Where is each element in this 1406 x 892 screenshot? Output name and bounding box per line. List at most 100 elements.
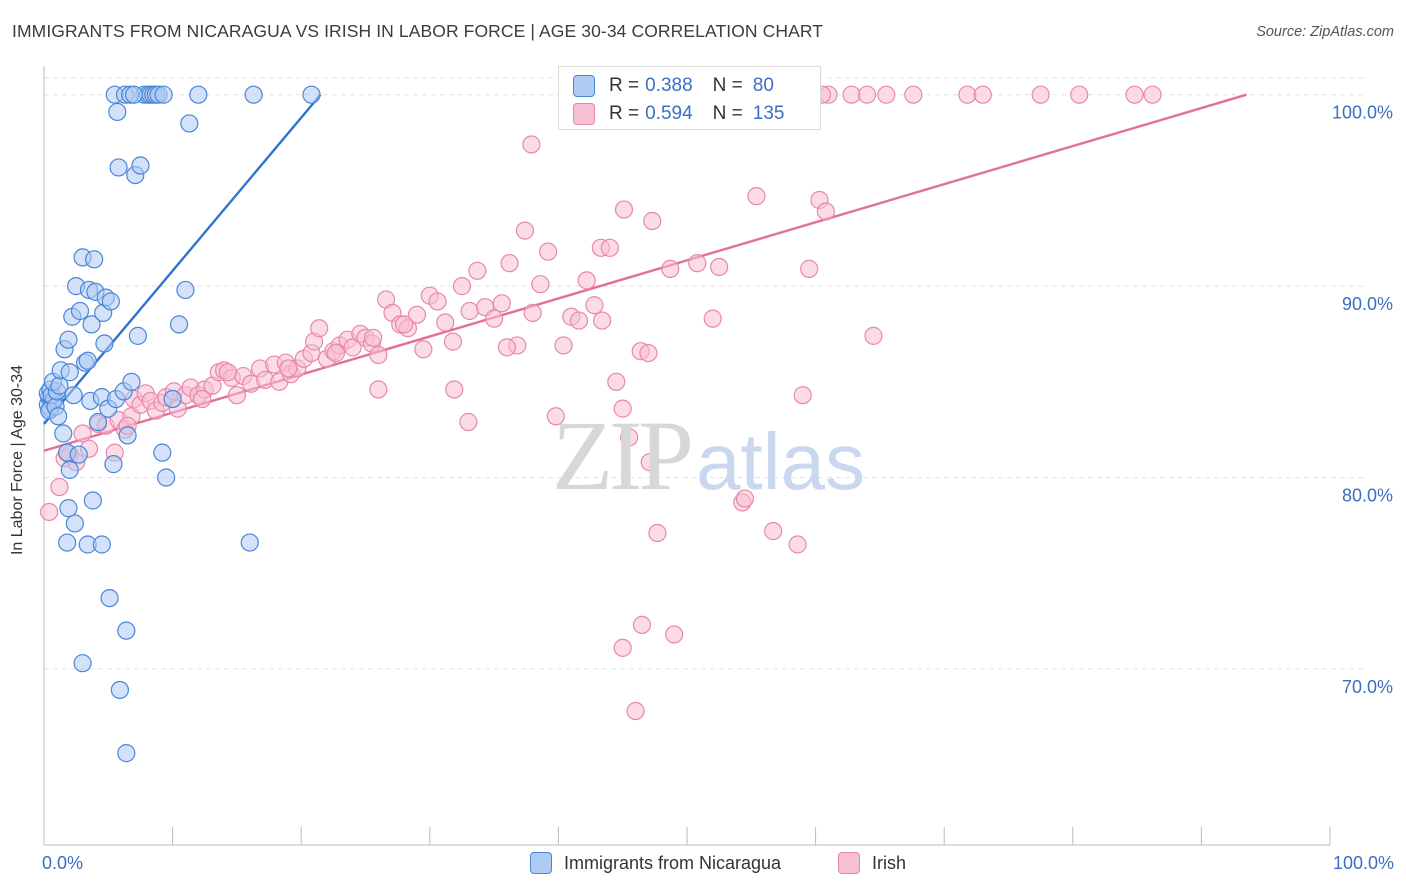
data-point-irish — [747, 187, 766, 206]
data-point-nicaragua — [117, 621, 136, 640]
legend-item-irish[interactable]: Irish — [838, 852, 906, 874]
data-point-irish — [958, 85, 977, 104]
data-point-nicaragua — [244, 85, 263, 104]
data-point-irish — [877, 85, 896, 104]
data-point-irish — [585, 296, 604, 315]
x-tick-max: 100.0% — [1332, 853, 1394, 873]
data-point-nicaragua — [302, 85, 321, 104]
data-point-irish — [531, 275, 550, 294]
data-point-nicaragua — [153, 443, 172, 462]
data-point-nicaragua — [124, 85, 144, 104]
data-point-nicaragua — [78, 351, 97, 370]
n-label: N = — [712, 75, 743, 96]
data-point-nicaragua — [122, 372, 141, 391]
chart-title: IMMIGRANTS FROM NICARAGUA VS IRISH IN LA… — [12, 21, 824, 41]
watermark-zip: ZIP — [552, 400, 694, 511]
data-point-irish — [394, 315, 414, 334]
legend-row-nicaragua: R = 0.388 N = 80 — [573, 74, 774, 98]
data-point-irish — [665, 625, 684, 644]
data-point-irish — [800, 259, 819, 278]
data-point-nicaragua — [54, 424, 73, 443]
data-point-irish — [554, 336, 573, 355]
data-point-irish — [343, 338, 362, 357]
data-point-irish — [497, 338, 517, 357]
data-point-nicaragua — [92, 535, 111, 554]
legend-label: Immigrants from Nicaragua — [564, 852, 782, 873]
data-point-irish — [973, 85, 992, 104]
data-point-nicaragua — [109, 158, 128, 177]
data-point-irish — [703, 309, 722, 328]
data-point-nicaragua — [49, 407, 68, 426]
data-point-irish — [577, 271, 596, 290]
data-point-irish — [1125, 85, 1144, 104]
r-value: 0.594 — [645, 103, 693, 124]
data-point-irish — [73, 424, 92, 443]
data-point-irish — [626, 701, 645, 721]
data-point-nicaragua — [189, 85, 208, 104]
data-point-irish — [539, 242, 558, 261]
data-point-irish — [500, 254, 519, 273]
data-point-nicaragua — [110, 680, 129, 700]
data-point-irish — [492, 294, 511, 313]
data-point-nicaragua — [59, 330, 78, 349]
data-point-irish — [1143, 85, 1162, 104]
data-point-irish — [460, 301, 479, 321]
y-tick-labels: 70.0% 80.0% 90.0% 100.0% — [1332, 103, 1393, 697]
data-point-nicaragua — [101, 292, 120, 311]
data-point-irish — [788, 535, 807, 554]
data-point-irish — [710, 257, 729, 277]
data-point-irish — [369, 345, 388, 365]
data-point-irish — [546, 407, 565, 426]
y-tick-label: 80.0% — [1342, 486, 1393, 506]
data-point-irish — [407, 305, 427, 324]
data-point-nicaragua — [69, 445, 88, 464]
series-legend: Immigrants from Nicaragua Irish — [0, 852, 1406, 878]
data-point-irish — [613, 638, 632, 657]
data-point-nicaragua — [169, 315, 189, 334]
data-point-irish — [40, 502, 59, 522]
data-point-irish — [607, 372, 626, 391]
data-point-irish — [600, 238, 619, 257]
data-point-nicaragua — [163, 389, 182, 409]
data-point-nicaragua — [154, 85, 173, 104]
data-point-irish — [793, 386, 812, 405]
watermark: ZIPatlas — [552, 398, 865, 513]
data-point-irish — [1070, 85, 1089, 104]
data-point-irish — [593, 311, 612, 330]
legend-row-irish: R = 0.594 N = 135 — [573, 102, 784, 126]
data-point-nicaragua — [73, 654, 92, 673]
data-point-irish — [50, 477, 69, 497]
data-point-irish — [632, 615, 652, 634]
data-point-irish — [735, 489, 754, 508]
legend-swatch-blue — [530, 852, 552, 874]
data-point-irish — [643, 211, 662, 231]
legend-item-nicaragua[interactable]: Immigrants from Nicaragua — [530, 852, 781, 874]
data-point-irish — [436, 313, 455, 332]
source-credit: Source: ZipAtlas.com — [1256, 24, 1394, 40]
data-point-irish — [661, 259, 680, 278]
data-point-irish — [857, 85, 877, 104]
data-point-nicaragua — [59, 499, 78, 518]
data-point-irish — [569, 311, 589, 330]
data-point-nicaragua — [104, 455, 123, 474]
data-point-irish — [485, 309, 504, 328]
data-point-irish — [310, 319, 329, 338]
data-point-nicaragua — [60, 460, 79, 479]
data-point-irish — [764, 522, 783, 541]
legend-swatch-blue — [573, 75, 595, 97]
data-point-irish — [326, 344, 346, 363]
nicaragua-points — [38, 85, 321, 763]
r-value: 0.388 — [645, 75, 693, 96]
n-value: 80 — [752, 75, 774, 96]
data-point-irish — [227, 386, 246, 405]
data-point-nicaragua — [180, 114, 199, 133]
data-point-irish — [364, 328, 383, 347]
data-point-irish — [816, 202, 835, 221]
data-point-irish — [369, 380, 388, 399]
data-point-irish — [468, 261, 487, 280]
x-tick-min: 0.0% — [42, 853, 84, 873]
data-point-irish — [459, 412, 478, 432]
legend-swatch-pink — [838, 852, 860, 874]
data-point-irish — [864, 326, 883, 345]
data-point-nicaragua — [58, 533, 77, 552]
